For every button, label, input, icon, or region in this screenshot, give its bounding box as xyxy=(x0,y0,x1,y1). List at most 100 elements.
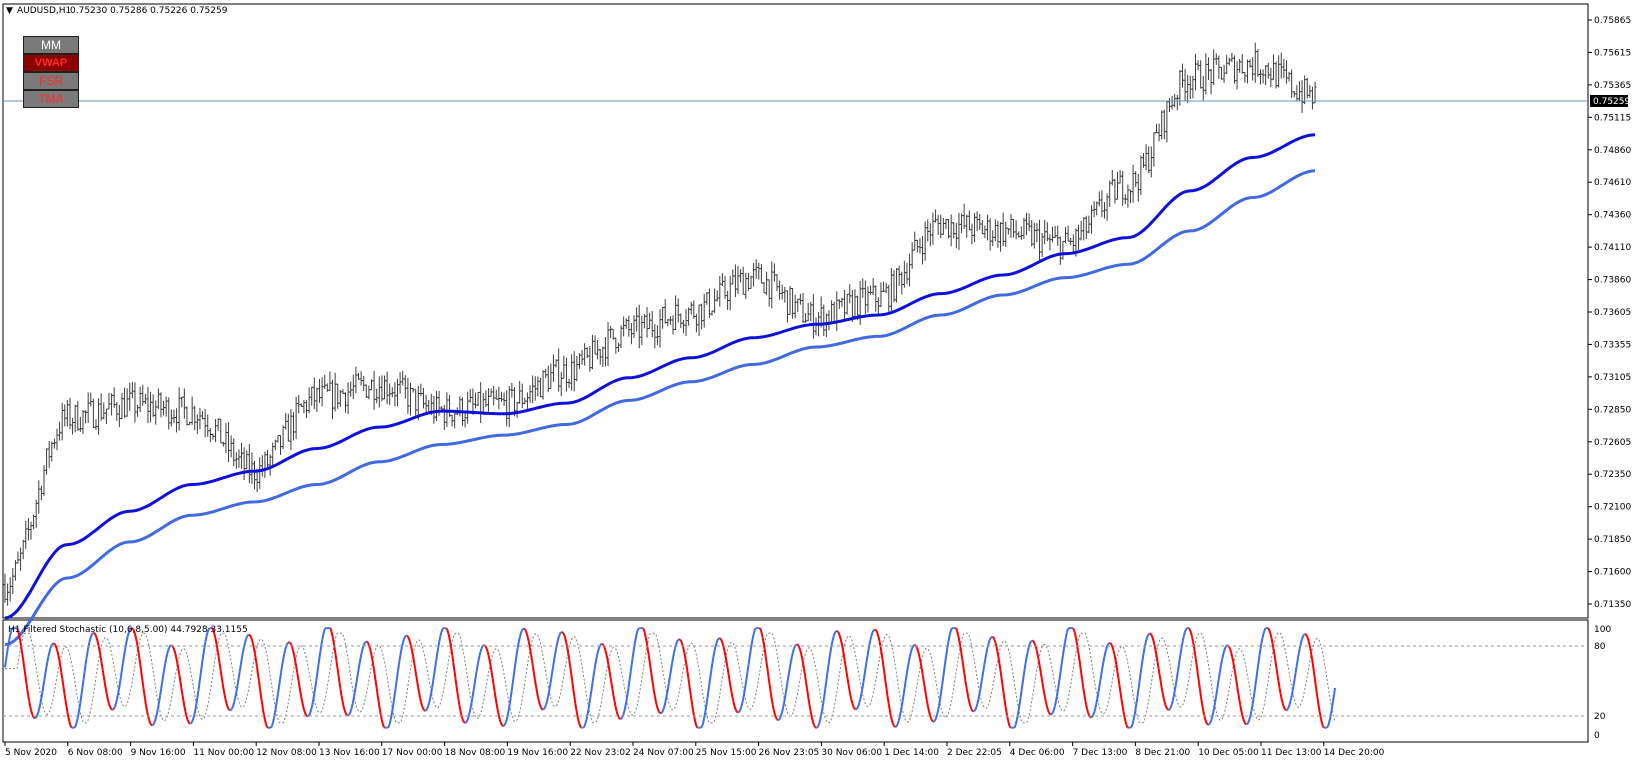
stoch-segment xyxy=(450,648,454,656)
stoch-segment xyxy=(334,653,338,662)
stoch-segment xyxy=(1114,658,1118,665)
stoch-segment xyxy=(135,637,138,644)
stoch-segment xyxy=(772,709,776,715)
stoch-segment xyxy=(1269,633,1273,639)
stoch-segment xyxy=(625,693,629,700)
stoch-segment xyxy=(1037,660,1041,667)
stoch-segment xyxy=(1146,633,1150,637)
stoch-segment xyxy=(329,627,333,632)
stoch-segment xyxy=(316,665,320,674)
stoch-segment xyxy=(1023,662,1027,670)
stoch-segment xyxy=(8,635,12,642)
stoch-segment xyxy=(924,694,928,701)
stoch-segment xyxy=(106,698,110,704)
stoch-segment xyxy=(1318,712,1322,719)
stoch-segment xyxy=(1281,702,1285,707)
stoch-segment xyxy=(342,705,346,711)
stoch-segment xyxy=(1162,697,1166,703)
stoch-segment xyxy=(548,685,552,692)
stoch-segment xyxy=(1077,650,1081,658)
mm-button[interactable]: MM xyxy=(23,36,79,54)
stoch-segment xyxy=(1253,685,1257,693)
stoch-segment xyxy=(254,659,258,667)
stoch-segment xyxy=(331,635,335,642)
stoch-segment xyxy=(270,725,273,729)
stoch-segment xyxy=(140,669,144,678)
stoch-segment xyxy=(191,717,195,722)
stoch-segment xyxy=(1039,672,1043,679)
stoch-segment xyxy=(613,701,617,707)
stoch-segment xyxy=(514,653,518,661)
stoch-segment xyxy=(1062,642,1066,649)
stoch-segment xyxy=(181,693,185,701)
stoch-segment xyxy=(903,680,907,688)
stoch-segment xyxy=(1132,715,1136,721)
stoch-segment xyxy=(311,699,315,706)
stoch-segment xyxy=(467,712,471,718)
stoch-segment xyxy=(1051,709,1055,713)
stoch-segment xyxy=(761,637,765,644)
stoch-segment xyxy=(272,717,275,723)
stoch-segment xyxy=(763,649,767,657)
stoch-segment xyxy=(7,640,11,648)
stoch-segment xyxy=(247,633,250,637)
fsr-button[interactable]: FSR xyxy=(23,72,79,90)
stoch-segment xyxy=(550,672,554,680)
stoch-segment xyxy=(735,710,739,714)
time-tick-label: 19 Nov 16:00 xyxy=(507,748,568,758)
stoch-segment xyxy=(1107,642,1110,645)
price-tick-label: 0.72100 xyxy=(1594,503,1631,513)
stoch-level-label: 0 xyxy=(1594,731,1600,741)
tma-button[interactable]: TMA xyxy=(23,90,79,108)
stoch-segment xyxy=(1322,725,1325,729)
stoch-segment xyxy=(1123,716,1127,722)
stoch-segment xyxy=(518,632,522,638)
stoch-segment xyxy=(808,701,812,709)
stoch-segment xyxy=(1057,676,1061,684)
stoch-segment xyxy=(844,664,848,671)
oscillator-panel[interactable] xyxy=(2,619,1589,743)
stoch-segment xyxy=(1234,673,1238,681)
stoch-segment xyxy=(724,655,728,662)
stoch-segment xyxy=(931,719,934,723)
time-tick-label: 26 Nov 23:05 xyxy=(759,748,820,758)
stoch-segment xyxy=(473,677,477,685)
stoch-segment xyxy=(705,698,709,706)
stoch-segment xyxy=(85,651,89,658)
stoch-segment xyxy=(204,636,208,642)
stoch-segment xyxy=(459,710,463,716)
stoch-segment xyxy=(712,651,716,658)
stoch-segment xyxy=(1220,659,1224,665)
stoch-segment xyxy=(700,725,704,729)
stoch-segment xyxy=(36,712,40,716)
stoch-segment xyxy=(150,723,153,727)
stoch-segment xyxy=(816,725,819,729)
dropdown-triangle-icon[interactable]: ▼ xyxy=(6,6,13,16)
stoch-segment xyxy=(751,633,755,640)
stoch-segment xyxy=(235,683,239,690)
stoch-segment xyxy=(622,709,626,715)
stoch-segment xyxy=(427,702,431,707)
stoch-signal-line xyxy=(5,632,1336,724)
stoch-segment xyxy=(165,653,169,659)
stoch-segment xyxy=(315,672,319,681)
stoch-segment xyxy=(16,627,20,632)
stoch-segment xyxy=(152,722,155,726)
stoch-segment xyxy=(566,647,570,654)
stoch-segment xyxy=(1082,686,1086,694)
vwap-button[interactable]: VWAP xyxy=(23,54,79,72)
stoch-segment xyxy=(1055,689,1059,697)
stoch-segment xyxy=(115,694,119,700)
stoch-segment xyxy=(146,711,150,717)
stoch-segment xyxy=(153,720,157,724)
stoch-segment xyxy=(845,670,849,678)
stoch-segment xyxy=(46,656,50,663)
stoch-segment xyxy=(1177,658,1181,666)
stoch-segment xyxy=(1286,706,1290,710)
stoch-segment xyxy=(632,643,636,651)
stoch-segment xyxy=(885,689,889,697)
stoch-segment xyxy=(588,697,592,704)
stoch-segment xyxy=(1014,720,1018,726)
stoch-segment xyxy=(905,667,909,675)
